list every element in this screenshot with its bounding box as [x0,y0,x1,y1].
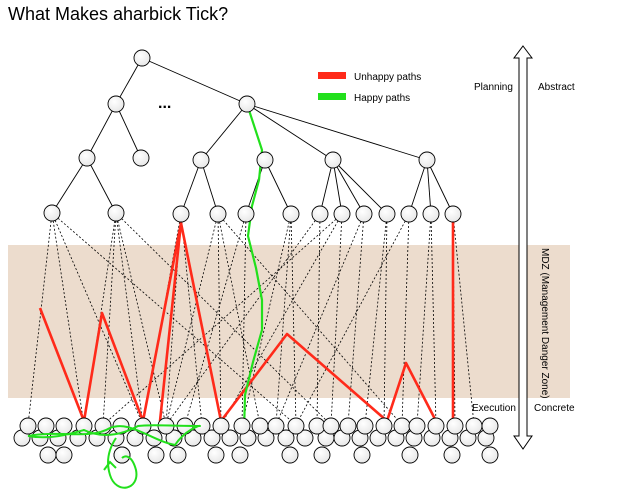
happy-path-loop [27,424,201,489]
execution-node [339,417,357,435]
execution-node [481,417,499,435]
execution-node [353,446,371,464]
legend-happy-label: Happy paths [354,93,410,104]
execution-node [356,417,374,435]
tree-node [355,205,373,223]
execution-node [113,446,131,464]
execution-node [212,417,230,435]
tree-node [311,205,329,223]
legend: Unhappy paths Happy paths [318,72,421,104]
execution-node [184,429,202,447]
tree-node [209,205,227,223]
tree-node [237,205,255,223]
page-title: What Makes aharbick Tick? [8,4,229,24]
execution-label: Execution [472,403,516,414]
execution-node [19,417,37,435]
tree-node [422,205,440,223]
execution-node [231,446,249,464]
tree-nodes [43,49,462,223]
tree-node [444,205,462,223]
ellipsis: ... [158,95,171,112]
tree-node [172,205,190,223]
execution-node [169,446,187,464]
tree-node [192,151,210,169]
execution-node [233,417,251,435]
execution-node [37,417,55,435]
abstraction-axis: Planning Abstract Execution Concrete MDZ… [472,45,575,450]
tree-node [282,205,300,223]
execution-node [281,446,299,464]
legend-happy-swatch [318,93,346,100]
execution-node [465,417,483,435]
execution-node [287,417,305,435]
execution-node [446,417,464,435]
execution-node [207,446,225,464]
execution-node [481,446,499,464]
tree-node [256,151,274,169]
abstract-label: Abstract [538,82,575,93]
tree-node [132,149,150,167]
execution-node [296,429,314,447]
tree-node [333,205,351,223]
execution-node [393,417,411,435]
execution-node [277,429,295,447]
execution-node [55,446,73,464]
concrete-label: Concrete [534,403,575,414]
tree-node [378,205,396,223]
execution-node [443,446,461,464]
mdz-label: MDZ (Management Danger Zone) [539,248,550,399]
execution-node [147,446,165,464]
execution-node [408,417,426,435]
tree-node [78,149,96,167]
tree-node [400,205,418,223]
planning-label: Planning [474,82,513,93]
happy-paths [242,103,264,433]
tree-node [133,49,151,67]
execution-node [39,446,57,464]
execution-node [221,429,239,447]
execution-node [55,417,73,435]
tree-node [238,95,256,113]
execution-node [427,417,445,435]
axis-arrow [513,45,533,450]
execution-node [313,446,331,464]
execution-node [375,417,393,435]
execution-node [267,417,285,435]
legend-unhappy-label: Unhappy paths [354,72,421,83]
tree-node [418,151,436,169]
execution-node [203,429,221,447]
dotted-edges [27,212,475,426]
execution-node [251,417,269,435]
tree-edges [51,57,454,215]
legend-unhappy-swatch [318,72,346,79]
tree-node [107,95,125,113]
execution-node [322,417,340,435]
execution-nodes [13,417,499,464]
tree-node [107,204,125,222]
tree-node [43,204,61,222]
execution-node [401,446,419,464]
tree-node [324,151,342,169]
